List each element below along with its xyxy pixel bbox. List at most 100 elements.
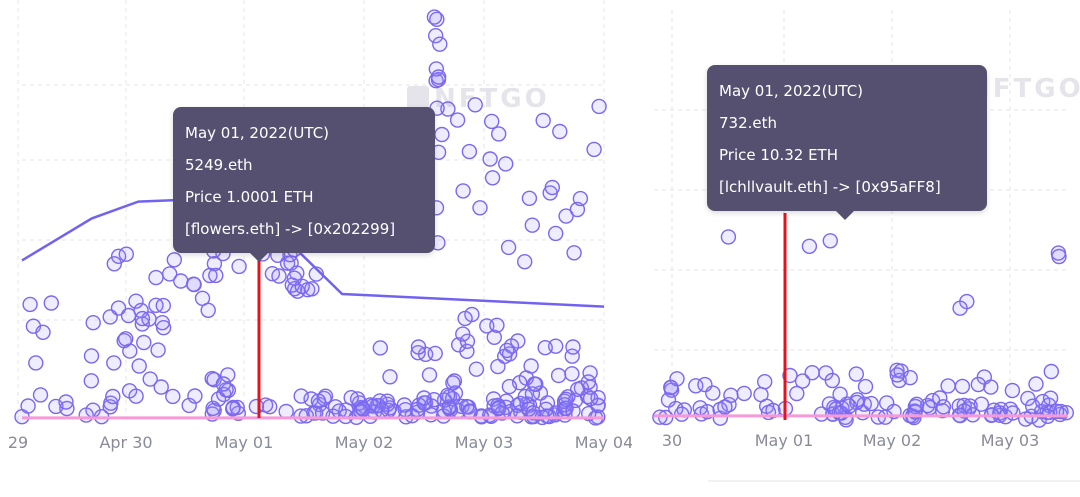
sale-point[interactable] — [102, 309, 118, 325]
sale-point[interactable] — [83, 373, 100, 389]
sale-point[interactable] — [427, 345, 443, 362]
sale-point[interactable] — [165, 388, 181, 405]
sale-point[interactable] — [537, 340, 553, 356]
sale-point[interactable] — [430, 69, 447, 85]
sale-point[interactable] — [935, 399, 952, 415]
sale-point[interactable] — [155, 297, 172, 314]
sale-point[interactable] — [457, 310, 473, 327]
sale-point[interactable] — [482, 151, 498, 167]
sale-point[interactable] — [498, 156, 514, 172]
sale-point[interactable] — [548, 225, 564, 242]
sale-point[interactable] — [231, 258, 247, 275]
sale-point[interactable] — [586, 141, 602, 158]
sale-point[interactable] — [566, 245, 582, 261]
sale-point[interactable] — [142, 371, 158, 387]
sale-point[interactable] — [440, 101, 456, 117]
sale-point[interactable] — [58, 394, 74, 410]
sale-point[interactable] — [117, 331, 134, 347]
sale-point[interactable] — [550, 367, 567, 384]
sale-point[interactable] — [720, 229, 737, 245]
sale-point[interactable] — [532, 385, 549, 401]
sale-point[interactable] — [148, 269, 164, 286]
sale-point[interactable] — [535, 112, 551, 129]
sale-point[interactable] — [558, 208, 574, 224]
sale-point[interactable] — [35, 324, 51, 340]
sale-point[interactable] — [434, 126, 450, 143]
sale-point[interactable] — [304, 281, 320, 297]
sale-point[interactable] — [206, 372, 222, 388]
sale-point[interactable] — [521, 190, 538, 207]
sale-point[interactable] — [208, 267, 224, 284]
sale-point[interactable] — [660, 392, 677, 408]
sale-point[interactable] — [552, 123, 568, 140]
sale-point[interactable] — [428, 28, 444, 44]
sale-point[interactable] — [1002, 401, 1019, 417]
sale-point[interactable] — [489, 317, 505, 333]
sale-point[interactable] — [200, 302, 216, 318]
sale-point[interactable] — [154, 315, 171, 331]
sale-point[interactable] — [484, 170, 501, 186]
sale-point[interactable] — [970, 376, 986, 393]
sale-point[interactable] — [1004, 382, 1021, 399]
sale-point[interactable] — [572, 190, 589, 207]
sale-point[interactable] — [248, 398, 265, 415]
sale-point[interactable] — [952, 300, 968, 316]
sale-point[interactable] — [765, 402, 781, 419]
sale-point[interactable] — [150, 342, 166, 358]
sale-point[interactable] — [564, 366, 580, 382]
sale-point[interactable] — [468, 361, 485, 377]
sale-point[interactable] — [286, 270, 303, 286]
sale-point[interactable] — [32, 387, 49, 403]
sale-point[interactable] — [372, 340, 388, 356]
sale-point[interactable] — [310, 393, 327, 409]
sale-point[interactable] — [445, 375, 461, 391]
sale-point[interactable] — [501, 378, 518, 395]
sale-point[interactable] — [205, 400, 221, 416]
sale-point[interactable] — [570, 381, 586, 397]
sale-point[interactable] — [185, 276, 202, 292]
sale-point[interactable] — [85, 315, 101, 331]
sale-point[interactable] — [106, 355, 122, 371]
sale-point[interactable] — [28, 355, 44, 371]
sale-point[interactable] — [491, 126, 507, 142]
scatter-chart-right[interactable]: NFTGO 30 May 01 May 02 May 03 — [648, 0, 1080, 497]
sale-point[interactable] — [789, 385, 805, 402]
sale-point[interactable] — [697, 376, 713, 393]
sale-point[interactable] — [220, 367, 236, 383]
sale-point[interactable] — [499, 342, 515, 359]
sale-point[interactable] — [889, 367, 906, 383]
scatter-chart-left[interactable]: NFTGO 29 Apr 30 May 01 May 02 May 03 May 04 — [0, 0, 632, 497]
sale-point[interactable] — [1050, 245, 1067, 261]
sale-point[interactable] — [106, 256, 123, 272]
sale-point[interactable] — [582, 365, 598, 381]
sale-point[interactable] — [410, 339, 427, 355]
sale-point[interactable] — [674, 406, 690, 422]
sale-point[interactable] — [973, 396, 990, 412]
sale-point[interactable] — [416, 390, 432, 406]
sale-point[interactable] — [78, 407, 94, 423]
sale-point[interactable] — [832, 386, 848, 402]
sale-point[interactable] — [756, 374, 773, 390]
sale-point[interactable] — [410, 345, 426, 361]
sale-point[interactable] — [658, 409, 674, 426]
sale-point[interactable] — [421, 367, 438, 383]
sale-point[interactable] — [509, 408, 525, 424]
sale-point[interactable] — [161, 266, 178, 282]
sale-point[interactable] — [455, 183, 471, 199]
sale-point[interactable] — [166, 252, 183, 268]
sale-point[interactable] — [105, 388, 121, 405]
sale-point[interactable] — [558, 391, 574, 407]
sale-point[interactable] — [490, 400, 507, 417]
sale-point[interactable] — [932, 390, 948, 406]
sale-point[interactable] — [940, 378, 956, 394]
sale-point[interactable] — [293, 388, 309, 404]
sale-point[interactable] — [841, 398, 858, 414]
sale-point[interactable] — [429, 11, 445, 27]
sale-point[interactable] — [343, 390, 359, 406]
sale-point[interactable] — [131, 358, 147, 374]
sale-point[interactable] — [544, 179, 560, 196]
sale-point[interactable] — [954, 378, 971, 395]
sale-point[interactable] — [472, 200, 488, 216]
sale-point[interactable] — [822, 233, 839, 249]
sale-point[interactable] — [1035, 393, 1051, 410]
